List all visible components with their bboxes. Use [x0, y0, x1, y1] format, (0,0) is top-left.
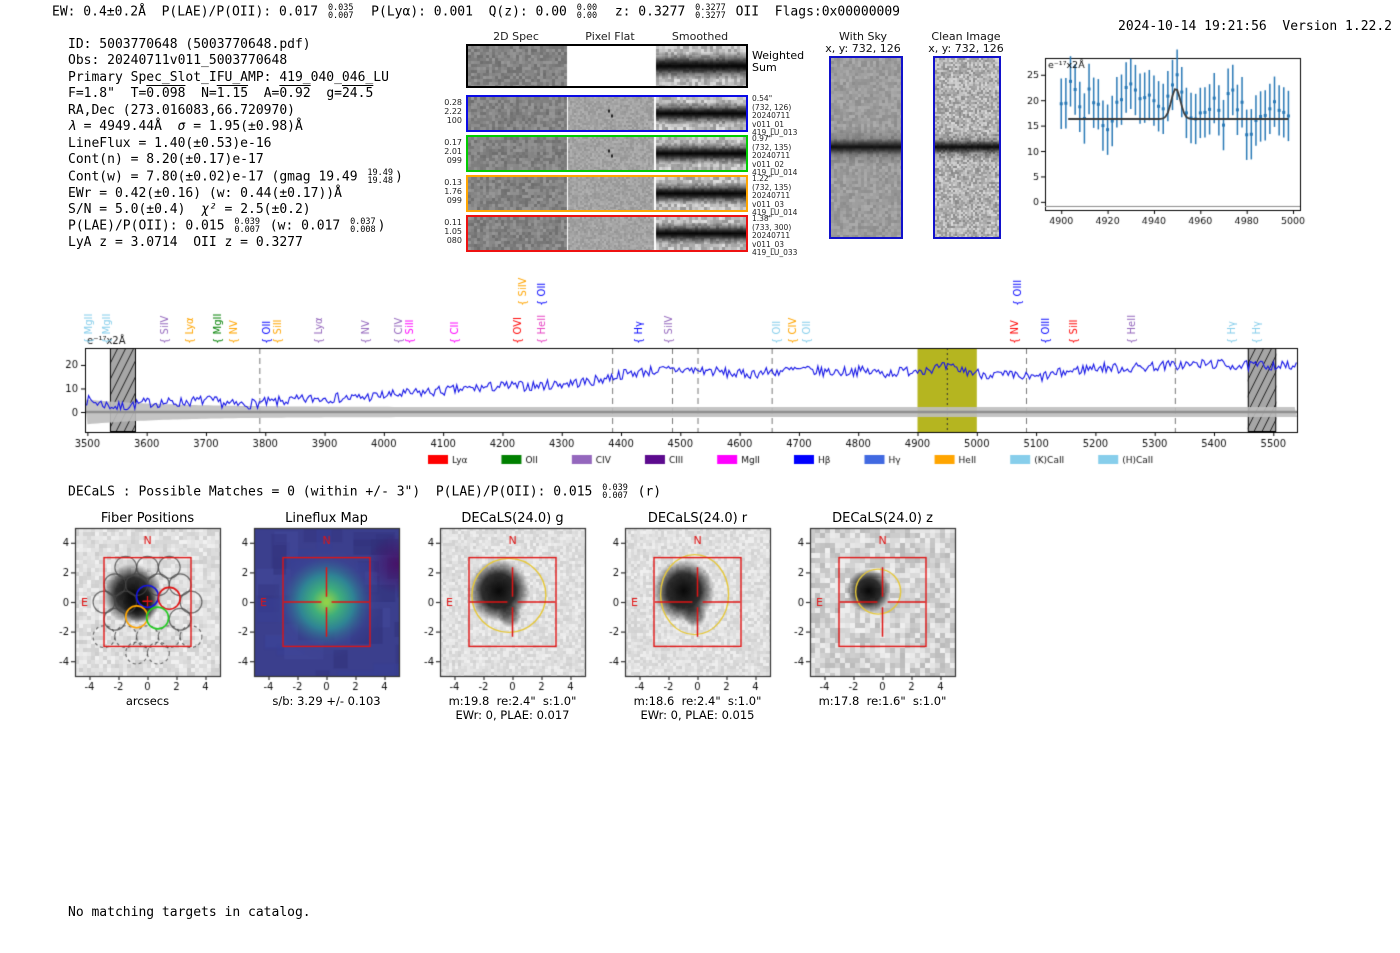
- panel-xlabel-decals-g: m:19.8 re:2.4" s:1.0": [448, 694, 577, 708]
- spec2d-title-pixelflat: Pixel Flat: [585, 30, 635, 43]
- footer-line-1: No matching targets in catalog.: [68, 905, 311, 920]
- info-line: RA,Dec (273.016083,66.720970): [68, 102, 295, 118]
- panel-xlabel-decals-z: m:17.8 re:1.6" s:1.0": [818, 694, 947, 708]
- decals-matches-line: DECaLS : Possible Matches = 0 (within +/…: [68, 483, 662, 501]
- panel-title-decals-r: DECaLS(24.0) r: [647, 511, 748, 526]
- spec2d-row: [466, 135, 748, 172]
- clean-image: [933, 56, 1001, 239]
- clean-image-title: Clean Image: [931, 30, 1001, 43]
- spec2d-row-left-stats: 0.28 2.22 100: [444, 98, 462, 125]
- full-spectrum-chart: [55, 262, 1345, 472]
- info-line: ID: 5003770648 (5003770648.pdf): [68, 37, 311, 52]
- info-line: Primary Spec_Slot_IFU_AMP: 419_040_046_L…: [68, 69, 389, 85]
- panel-canvas-decals-g: [407, 524, 618, 692]
- weighted-sum-label: Weighted Sum: [752, 49, 805, 74]
- panel-canvas-fiber: [42, 524, 253, 692]
- spec2d-row-canvas: [468, 177, 746, 210]
- info-line: LineFlux = 1.40(±0.53)e-16: [68, 135, 272, 151]
- report-datetime: 2024-10-14 19:21:56: [1118, 19, 1267, 34]
- info-line: S/N = 5.0(±0.4) χ² = 2.5(±0.2): [68, 202, 311, 218]
- panel-title-decals-z: DECaLS(24.0) z: [832, 511, 933, 526]
- spec2d-row-right-info: 1.38" (733, 300) 20240711 v011_03 419_LU…: [752, 214, 798, 257]
- spec2d-row: [466, 215, 748, 252]
- panel-xlabel-lineflux: s/b: 3.29 +/- 0.103: [272, 694, 381, 708]
- with-sky-header: With Sky x, y: 732, 126: [813, 31, 913, 55]
- panel-xlabel-fiber: arcsecs: [125, 694, 170, 708]
- footer-notes: No matching targets in catalog. Row inte…: [68, 874, 311, 953]
- report-version: Version 1.22.2: [1282, 19, 1392, 34]
- panel-xlabel-decals-r: m:18.6 re:2.4" s:1.0": [633, 694, 762, 708]
- spec2d-row: [466, 175, 748, 212]
- info-line: P(LAE)/P(OII): 0.015 0.039 0.007 (w: 0.01…: [68, 217, 386, 236]
- spec2d-title-2dspec: 2D Spec: [493, 30, 539, 43]
- info-line: EWr = 0.42(±0.16) (w: 0.44(±0.17))Å: [68, 185, 342, 201]
- info-line: LyA z = 3.0714 OII z = 0.3277: [68, 235, 303, 251]
- detection-info-block: ID: 5003770648 (5003770648.pdf) Obs: 2024…: [68, 37, 403, 252]
- panel-title-fiber: Fiber Positions: [100, 511, 195, 526]
- with-sky-coords: x, y: 732, 126: [825, 42, 901, 55]
- spec2d-row-right-info: 0.54" (732, 126) 20240711 v011_01 419_LU…: [752, 94, 798, 137]
- spec2d-row-canvas: [468, 217, 746, 250]
- spec2d-row-left-stats: 0.13 1.76 099: [444, 178, 462, 205]
- clean-image-header: Clean Image x, y: 732, 126: [916, 31, 1016, 55]
- panel-xlabel2-decals-r: EWr: 0, PLAE: 0.015: [640, 708, 755, 722]
- footer-line-2: Row intentionally blank.: [68, 952, 311, 953]
- spec2d-row: [466, 95, 748, 132]
- clean-image-canvas: [935, 58, 999, 237]
- header-stats-line: EW: 0.4±0.2Å P(LAE)/P(OII): 0.017 0.035 0…: [52, 3, 900, 21]
- panel-canvas-decals-z: [777, 524, 988, 692]
- info-line: F=1.8" T=0.098 N=1.15 A=0.92 g=24.5: [68, 86, 374, 102]
- info-line: Cont(w) = 7.80(±0.02)e-17 (gmag 19.49 19…: [68, 167, 403, 186]
- spec2d-title-smoothed: Smoothed: [671, 30, 729, 43]
- info-line: Cont(n) = 8.20(±0.17)e-17: [68, 152, 264, 168]
- with-sky-image: [829, 56, 903, 239]
- info-line: λ = 4949.44Å σ = 1.95(±0.98)Å: [68, 119, 303, 135]
- info-line: Obs: 20240711v011_5003770648: [68, 53, 288, 69]
- linefit-inset-chart: [1015, 48, 1310, 233]
- header-datetime-version: 2024-10-14 19:21:56 Version 1.22.2: [1087, 4, 1392, 49]
- spec2d-weighted-sum-strip: [466, 44, 748, 88]
- weighted-sum-canvas: [468, 46, 746, 86]
- panel-canvas-lineflux: [221, 524, 432, 692]
- spec2d-row-canvas: [468, 137, 746, 170]
- panel-title-decals-g: DECaLS(24.0) g: [461, 511, 564, 526]
- spec2d-row-right-info: 0.97" (732, 135) 20240711 v011_02 419_LU…: [752, 134, 798, 177]
- panel-xlabel2-decals-g: EWr: 0, PLAE: 0.017: [455, 708, 570, 722]
- with-sky-title: With Sky: [839, 30, 887, 43]
- panel-title-lineflux: Lineflux Map: [285, 511, 368, 526]
- panel-canvas-decals-r: [592, 524, 803, 692]
- clean-image-coords: x, y: 732, 126: [928, 42, 1004, 55]
- spec2d-row-left-stats: 0.17 2.01 099: [444, 138, 462, 165]
- spec2d-row-left-stats: 0.11 1.05 080: [444, 218, 462, 245]
- spec2d-row-right-info: 1.22" (732, 135) 20240711 v011_03 419_LU…: [752, 174, 798, 217]
- with-sky-canvas: [831, 58, 901, 237]
- spec2d-row-canvas: [468, 97, 746, 130]
